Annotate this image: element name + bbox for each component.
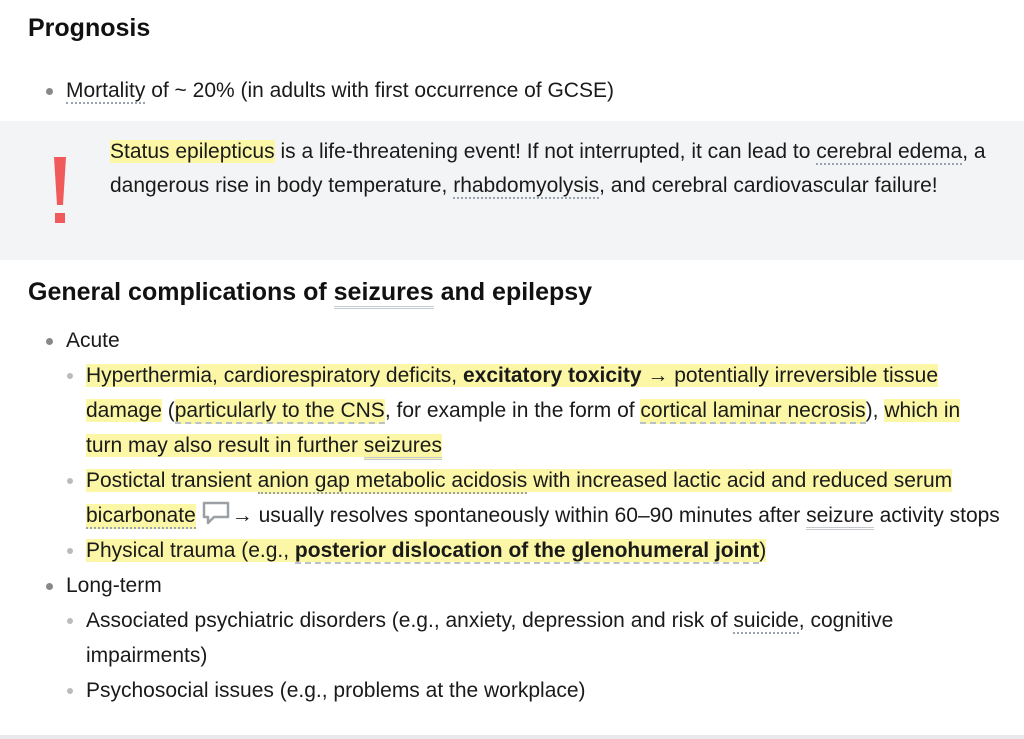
list-item-acute: Acute Hyperthermia, cardiorespiratory de… [46,323,1001,568]
text-part: excitatory toxicity [462,364,642,387]
cerebral-edema-link[interactable]: cerebral edema [816,140,963,165]
heading-part: and epilepsy [433,278,593,306]
alert-text-part: , and cerebral cardiovascular failure! [599,174,938,197]
text-part: ) [759,539,767,562]
text-part: → potentially irreversible tissue damage [86,364,938,422]
longterm-label: Long-term [66,574,162,597]
status-epilepticus-link[interactable]: Status epilepticus [110,140,275,163]
bullet-icon [46,338,53,345]
bullet-icon [46,583,53,590]
mortality-text: of ~ 20% (in adults with first occurrenc… [145,79,614,102]
text-part: , for example in the form of [384,399,641,422]
highlighted-text: with increased lactic acid and reduced s… [527,469,953,492]
glenohumeral-dislocation-link[interactable]: posterior dislocation of the glenohumera… [294,539,760,564]
list-item: Psychosocial issues (e.g., problems at t… [46,673,1001,708]
highlighted-text: Physical trauma (e.g., posterior disloca… [86,539,767,564]
seizure-link[interactable]: seizure [806,504,874,530]
alert-box: Status epilepticus is a life-threatening… [0,121,1024,260]
bullet-icon [67,373,73,379]
text-part: ), [865,399,885,422]
list-item: Physical trauma (e.g., posterior disloca… [46,533,1001,568]
text-part: Associated psychiatric disorders (e.g., … [86,609,734,632]
heading-part: General complications of [28,278,334,306]
list-item: Associated psychiatric disorders (e.g., … [46,603,1001,673]
rhabdomyolysis-link[interactable]: rhabdomyolysis [453,174,600,199]
suicide-link[interactable]: suicide [733,609,799,634]
bullet-icon [67,548,73,554]
longterm-sublist: Associated psychiatric disorders (e.g., … [46,603,1001,708]
mortality-link[interactable]: Mortality [66,79,146,104]
text-part: Hyperthermia, cardiorespiratory deficits… [86,364,463,387]
seizures-link[interactable]: seizures [363,434,442,460]
text-part: activity stops [873,504,1000,527]
anion-gap-link[interactable]: anion gap metabolic acidosis [257,469,528,494]
list-item: Mortality of ~ 20% (in adults with first… [46,73,614,108]
bullet-icon [46,88,53,95]
acute-sublist: Hyperthermia, cardiorespiratory deficits… [46,358,1001,568]
bullet-icon [67,478,73,484]
text-part: Psychosocial issues (e.g., problems at t… [86,679,586,702]
list-item: Hyperthermia, cardiorespiratory deficits… [46,358,1001,463]
highlighted-text: Postictal transient [86,469,258,492]
comment-icon[interactable] [202,501,230,525]
complications-list: Acute Hyperthermia, cardiorespiratory de… [46,323,1001,708]
bullet-icon [67,618,73,624]
bicarbonate-link[interactable]: bicarbonate [86,504,196,529]
alert-text: Status epilepticus is a life-threatening… [110,135,1010,203]
text-part: , cognitive impairments) [86,609,894,667]
text-part: ( [161,399,175,422]
exclamation-icon [54,157,66,223]
text-part: Physical trauma (e.g., [86,539,295,562]
bullet-icon [67,688,73,694]
cns-link[interactable]: particularly to the CNS [174,399,385,424]
alert-text-part: , a dangerous rise in body temperature, [110,140,986,197]
list-item: Postictal transient anion gap metabolic … [46,463,1001,533]
divider [0,735,1024,739]
prognosis-list: Mortality of ~ 20% (in adults with first… [46,73,614,108]
acute-label: Acute [66,329,120,352]
alert-text-part: is a life-threatening event! If not inte… [274,140,817,163]
seizures-link[interactable]: seizures [333,278,434,309]
prognosis-heading: Prognosis [28,14,151,42]
cortical-laminar-necrosis-link[interactable]: cortical laminar necrosis [640,399,866,424]
list-item-longterm: Long-term Associated psychiatric disorde… [46,568,1001,708]
complications-heading: General complications of seizures and ep… [28,278,593,309]
text-part: → usually resolves spontaneously within … [231,504,807,527]
